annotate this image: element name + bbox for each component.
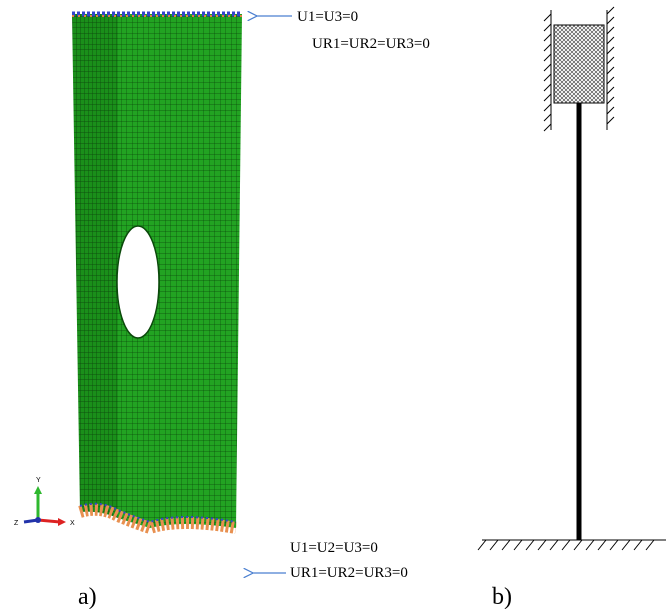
clamp-block xyxy=(553,24,605,104)
hatch xyxy=(549,539,559,551)
hatch xyxy=(543,113,552,122)
arrowhead xyxy=(34,486,42,494)
hatch xyxy=(543,73,552,82)
hatch xyxy=(543,103,552,112)
arrowhead xyxy=(58,518,66,526)
hatch xyxy=(606,36,615,45)
hatch xyxy=(606,16,615,25)
hatch xyxy=(489,539,499,551)
axis-triad: Y Z X xyxy=(14,477,75,527)
mesh-model xyxy=(72,11,242,535)
panel-label: a) xyxy=(78,584,97,609)
hatch xyxy=(543,53,552,62)
hatch xyxy=(543,43,552,52)
hatch xyxy=(597,539,607,551)
hatch xyxy=(633,539,643,551)
hatch xyxy=(573,539,583,551)
mesh-side-face xyxy=(72,14,118,518)
annotation: UR1=UR2=UR3=0 xyxy=(290,565,408,581)
mesh-front-face xyxy=(118,14,242,528)
axis-label: X xyxy=(70,520,75,527)
axis-label: Y xyxy=(36,477,41,484)
hatch xyxy=(606,106,615,115)
hatch xyxy=(645,539,655,551)
annotation: U1=U3=0 xyxy=(297,9,358,25)
hatch xyxy=(477,539,487,551)
x-axis-arrow xyxy=(37,518,61,524)
hatch xyxy=(585,539,595,551)
bottom-boundary xyxy=(79,502,237,524)
bottom-boundary xyxy=(78,503,238,535)
hatch xyxy=(537,539,547,551)
hatch xyxy=(513,539,523,551)
axis-label: Z xyxy=(14,520,19,527)
hatch xyxy=(606,76,615,85)
hatch xyxy=(543,93,552,102)
hatch xyxy=(501,539,511,551)
hatch xyxy=(543,63,552,72)
origin xyxy=(35,517,41,523)
hatch xyxy=(543,83,552,92)
hatch xyxy=(609,539,619,551)
hatch xyxy=(606,116,615,125)
hatch xyxy=(606,6,615,15)
hatch xyxy=(543,23,552,32)
hatch xyxy=(543,123,552,132)
hatch xyxy=(606,26,615,35)
annotation: U1=U2=U3=0 xyxy=(290,540,378,556)
panel-label: b) xyxy=(492,584,512,609)
annotation: UR1=UR2=UR3=0 xyxy=(312,36,430,52)
schematic xyxy=(477,6,666,551)
hatch xyxy=(561,539,571,551)
hatch xyxy=(606,46,615,55)
hatch xyxy=(543,13,552,22)
hatch xyxy=(621,539,631,551)
hatch xyxy=(543,33,552,42)
hatch xyxy=(606,56,615,65)
hatch xyxy=(606,66,615,75)
hole xyxy=(116,225,160,339)
hatch xyxy=(525,539,535,551)
hatch xyxy=(606,86,615,95)
hatch xyxy=(606,96,615,105)
